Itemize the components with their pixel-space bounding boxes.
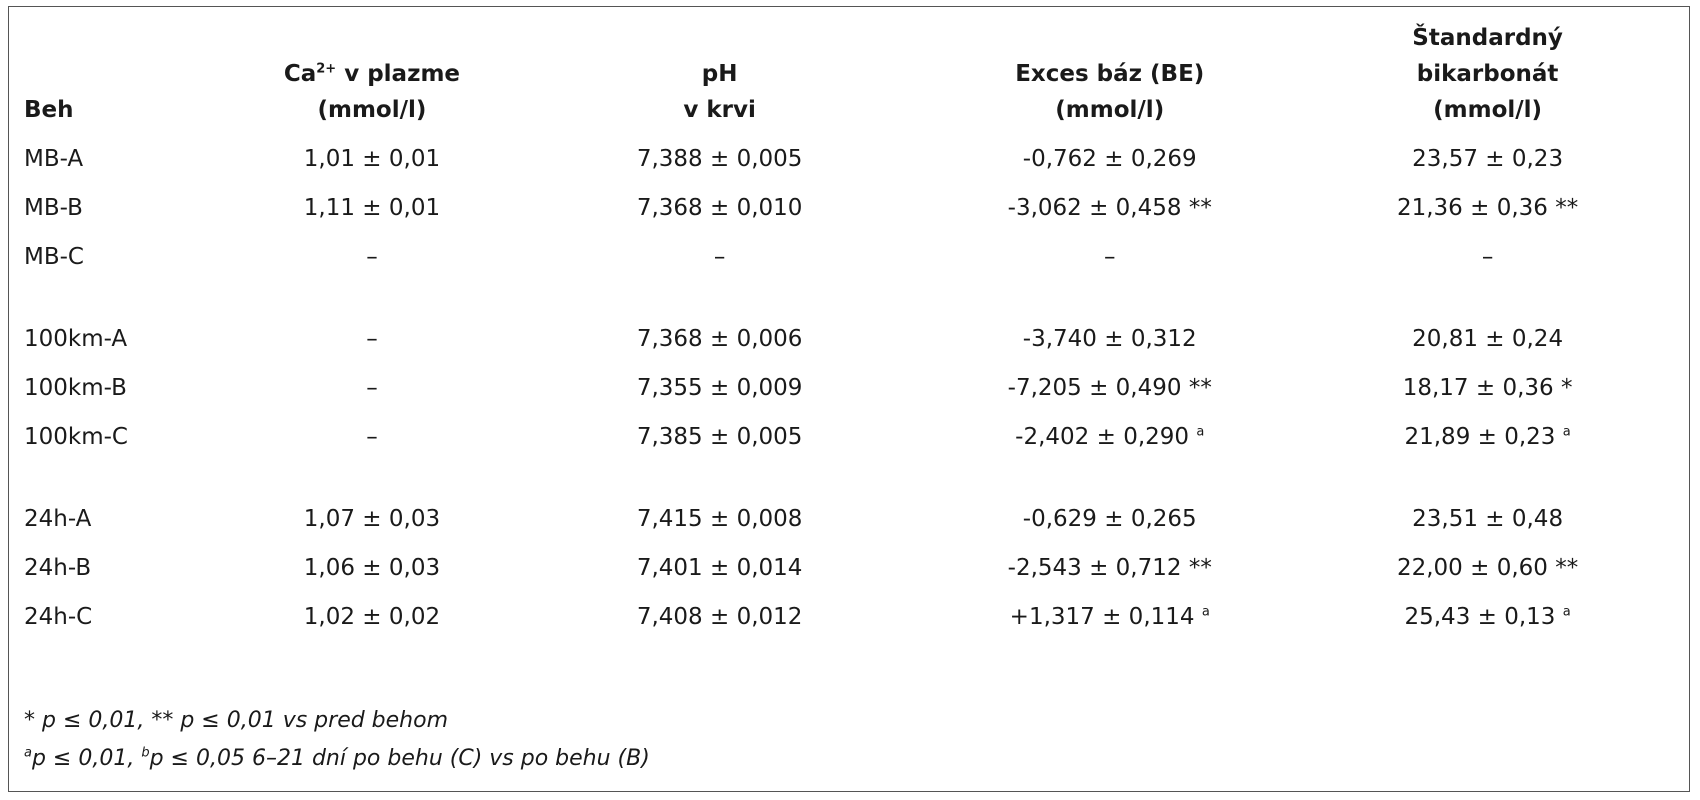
cell-base-excess: -2,402 ± 0,290 a: [1015, 423, 1205, 450]
header-standard-bicarbonate: Štandardný bikarbonát (mmol/l): [1412, 25, 1563, 123]
cell-calcium: 1,11 ± 0,01: [303, 194, 441, 221]
cell-calcium: –: [366, 423, 378, 450]
cell-ph: 7,401 ± 0,014: [636, 554, 803, 581]
cell-bicarbonate: 18,17 ± 0,36 *: [1402, 374, 1573, 401]
cell-run: 24h-C: [24, 603, 93, 630]
group-spacer: [14, 461, 1674, 494]
cell-ph: –: [713, 243, 726, 270]
cell-calcium: –: [366, 374, 378, 401]
footnote-comparison: ap ≤ 0,01, bp ≤ 0,05 6–21 dní po behu (C…: [24, 745, 650, 771]
cell-run: 100km-A: [24, 325, 128, 352]
cell-ph: 7,355 ± 0,009: [636, 374, 803, 401]
cell-base-excess: –: [1104, 243, 1116, 270]
cell-run: 24h-B: [24, 554, 92, 581]
group-spacer: [14, 281, 1674, 314]
cell-bicarbonate: 22,00 ± 0,60 **: [1396, 554, 1579, 581]
table-row: 100km-B – 7,355 ± 0,009 -7,205 ± 0,490 *…: [14, 363, 1674, 412]
cell-bicarbonate: 21,36 ± 0,36 **: [1396, 194, 1579, 221]
table-row: MB-C – – – –: [14, 232, 1674, 281]
cell-calcium: –: [366, 325, 378, 352]
cell-calcium: 1,06 ± 0,03: [303, 554, 441, 581]
cell-run: MB-A: [24, 145, 84, 172]
cell-bicarbonate: 20,81 ± 0,24: [1412, 325, 1564, 352]
footnotes: * p ≤ 0,01, ** p ≤ 0,01 vs pred behom ap…: [24, 702, 650, 778]
table-row: 24h-C 1,02 ± 0,02 7,408 ± 0,012 +1,317 ±…: [14, 592, 1674, 641]
results-table: Beh Ca2+ v plazme (mmol/l) pH v krvi Exc…: [14, 20, 1674, 641]
header-ph: pH v krvi: [683, 61, 756, 123]
table-row: 24h-A 1,07 ± 0,03 7,415 ± 0,008 -0,629 ±…: [14, 494, 1674, 543]
cell-base-excess: -0,762 ± 0,269: [1022, 145, 1197, 172]
table-row: MB-A 1,01 ± 0,01 7,388 ± 0,005 -0,762 ± …: [14, 134, 1674, 183]
cell-bicarbonate: 21,89 ± 0,23 a: [1404, 423, 1571, 450]
cell-ph: 7,368 ± 0,010: [636, 194, 803, 221]
cell-bicarbonate: 23,57 ± 0,23: [1412, 145, 1564, 172]
cell-ph: 7,415 ± 0,008: [636, 505, 803, 532]
cell-base-excess: -0,629 ± 0,265: [1022, 505, 1197, 532]
table-header-row: Beh Ca2+ v plazme (mmol/l) pH v krvi Exc…: [14, 20, 1674, 134]
cell-base-excess: -2,543 ± 0,712 **: [1007, 554, 1212, 581]
cell-ph: 7,385 ± 0,005: [636, 423, 803, 450]
cell-base-excess: -3,062 ± 0,458 **: [1007, 194, 1212, 221]
table-row: 24h-B 1,06 ± 0,03 7,401 ± 0,014 -2,543 ±…: [14, 543, 1674, 592]
cell-base-excess: -7,205 ± 0,490 **: [1007, 374, 1212, 401]
header-base-excess: Exces báz (BE) (mmol/l): [1015, 61, 1205, 123]
cell-run: 24h-A: [24, 505, 92, 532]
cell-bicarbonate: 23,51 ± 0,48: [1412, 505, 1564, 532]
table-row: 100km-C – 7,385 ± 0,005 -2,402 ± 0,290 a…: [14, 412, 1674, 461]
cell-run: 100km-B: [24, 374, 127, 401]
cell-calcium: –: [366, 243, 378, 270]
cell-base-excess: +1,317 ± 0,114 a: [1009, 603, 1210, 630]
header-run: Beh: [24, 97, 74, 123]
table-frame: [8, 6, 1690, 792]
cell-calcium: 1,01 ± 0,01: [303, 145, 441, 172]
footnote-significance: * p ≤ 0,01, ** p ≤ 0,01 vs pred behom: [24, 708, 449, 733]
cell-run: 100km-C: [24, 423, 128, 450]
cell-bicarbonate: 25,43 ± 0,13 a: [1404, 603, 1571, 630]
cell-ph: 7,368 ± 0,006: [636, 325, 803, 352]
cell-ph: 7,408 ± 0,012: [636, 603, 803, 630]
table-row: 100km-A – 7,368 ± 0,006 -3,740 ± 0,312 2…: [14, 314, 1674, 363]
header-calcium: Ca2+ v plazme (mmol/l): [283, 61, 461, 123]
cell-run: MB-C: [24, 243, 84, 270]
cell-base-excess: -3,740 ± 0,312: [1022, 325, 1197, 352]
cell-calcium: 1,02 ± 0,02: [303, 603, 441, 630]
cell-ph: 7,388 ± 0,005: [636, 145, 803, 172]
cell-bicarbonate: –: [1481, 243, 1494, 270]
cell-run: MB-B: [24, 194, 83, 221]
table-row: MB-B 1,11 ± 0,01 7,368 ± 0,010 -3,062 ± …: [14, 183, 1674, 232]
cell-calcium: 1,07 ± 0,03: [303, 505, 441, 532]
